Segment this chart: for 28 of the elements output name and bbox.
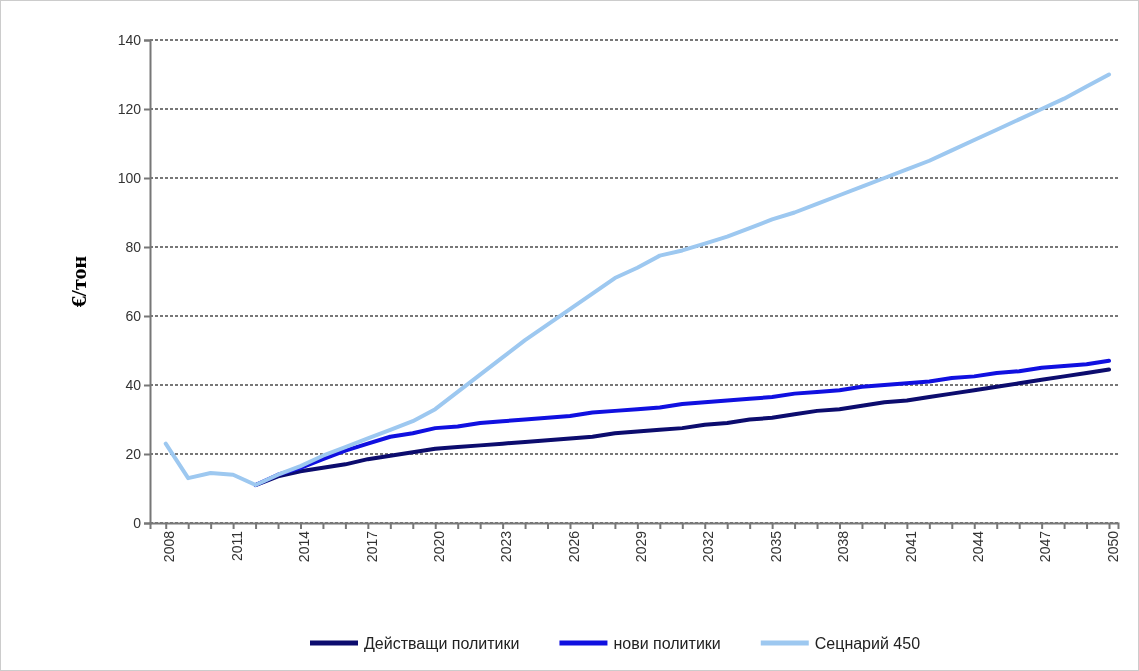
x-tick-label: 2023	[498, 530, 515, 563]
x-tick-label: 2011	[228, 530, 245, 562]
legend-label: Сецнарий 450	[814, 634, 921, 652]
y-tick-label: 60	[125, 307, 142, 324]
x-tick-label: 2008	[161, 530, 178, 563]
x-tick-label: 2014	[296, 530, 313, 563]
y-tick-label: 140	[117, 31, 142, 48]
x-tick-label: 2020	[430, 530, 447, 563]
y-tick-label: 100	[117, 169, 142, 186]
x-tick-label: 2035	[767, 530, 784, 563]
x-tick-label: 2038	[835, 530, 852, 563]
y-axis-title: €/тон	[66, 255, 91, 308]
x-tick-label: 2041	[902, 530, 919, 563]
x-tick-label: 2050	[1104, 530, 1121, 563]
y-tick-label: 0	[133, 514, 142, 531]
x-tick-label: 2044	[969, 530, 986, 563]
x-tick-label: 2029	[633, 530, 650, 563]
y-tick-label: 120	[117, 100, 142, 117]
y-tick-label: 20	[125, 445, 142, 462]
x-tick-label: 2032	[700, 530, 717, 563]
y-tick-label: 80	[125, 238, 142, 255]
x-tick-label: 2026	[565, 530, 582, 563]
legend-label: Действащи политики	[364, 634, 520, 652]
y-tick-label: 40	[125, 376, 142, 393]
line-series	[163, 72, 1112, 488]
legend-label: нови политики	[613, 634, 721, 652]
x-tick-label: 2017	[363, 530, 380, 563]
x-tick-label: 2047	[1037, 530, 1054, 563]
